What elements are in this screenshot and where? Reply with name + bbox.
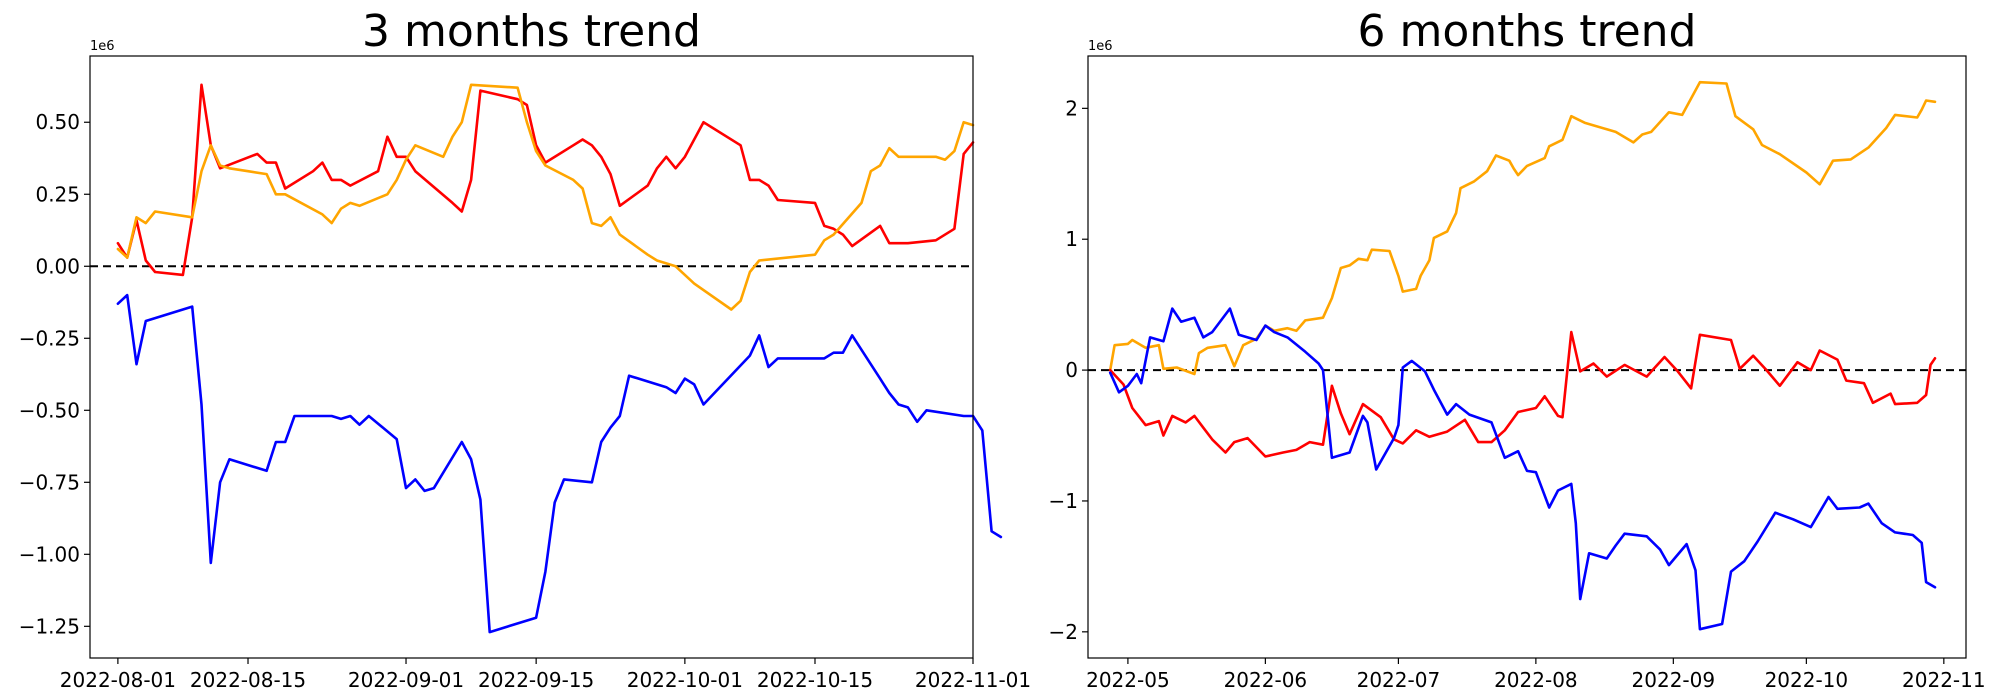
y-tick-label: 0 [1065, 358, 1078, 382]
chart-title: 6 months trend [1358, 6, 1697, 57]
y-tick-label: 1 [1065, 227, 1078, 251]
y-tick-label: 0.00 [35, 254, 80, 278]
y-tick-label: −0.75 [19, 470, 80, 494]
x-tick-label: 2022-08-01 [60, 668, 176, 692]
y-tick-label: 0.50 [35, 110, 80, 134]
chart-panel-2: 6 months trend 1e6 −2 −1 0 1 2 2022-05 2022-06 20… [1049, 6, 1986, 692]
x-tick-label: 2022-08-15 [190, 668, 306, 692]
y-multiplier-label: 1e6 [1088, 39, 1113, 54]
y-tick-label: −0.50 [19, 398, 80, 422]
series-line-1 [1108, 80, 1937, 376]
series-line-2 [116, 83, 975, 311]
series-line-3 [1108, 307, 1937, 631]
chart-title: 3 months trend [362, 6, 701, 57]
plot-frame [1087, 55, 1967, 659]
series-line-3 [116, 293, 1003, 634]
chart-panel-1: 3 months trend 1e6 −1.25 −1.00 −0.75 −0.50 −0.… [19, 6, 1031, 692]
y-tick-label: −2 [1049, 620, 1078, 644]
x-tick-label: 2022-11-01 [915, 668, 1031, 692]
y-tick-label: −1.25 [19, 614, 80, 638]
series-line-2 [1108, 330, 1937, 458]
y-tick-label: −0.25 [19, 326, 80, 350]
y-multiplier-label: 1e6 [90, 39, 115, 54]
x-tick-label: 2022-08 [1494, 668, 1578, 692]
x-tick-label: 2022-10 [1765, 668, 1849, 692]
x-tick-label: 2022-09-01 [348, 668, 464, 692]
x-tick-label: 2022-09 [1632, 668, 1716, 692]
y-tick-label: −1 [1049, 489, 1078, 513]
x-tick-label: 2022-05 [1086, 668, 1170, 692]
series-line-1 [116, 83, 975, 277]
plot-frame [89, 55, 974, 659]
x-tick-label: 2022-10-15 [757, 668, 873, 692]
x-tick-label: 2022-06 [1224, 668, 1308, 692]
y-tick-label: 0.25 [35, 182, 80, 206]
y-tick-label: 2 [1065, 96, 1078, 120]
y-tick-label: −1.00 [19, 542, 80, 566]
x-tick-label: 2022-07 [1357, 668, 1441, 692]
x-tick-label: 2022-10-01 [627, 668, 743, 692]
x-tick-label: 2022-09-15 [478, 668, 594, 692]
x-tick-label: 2022-11 [1902, 668, 1986, 692]
